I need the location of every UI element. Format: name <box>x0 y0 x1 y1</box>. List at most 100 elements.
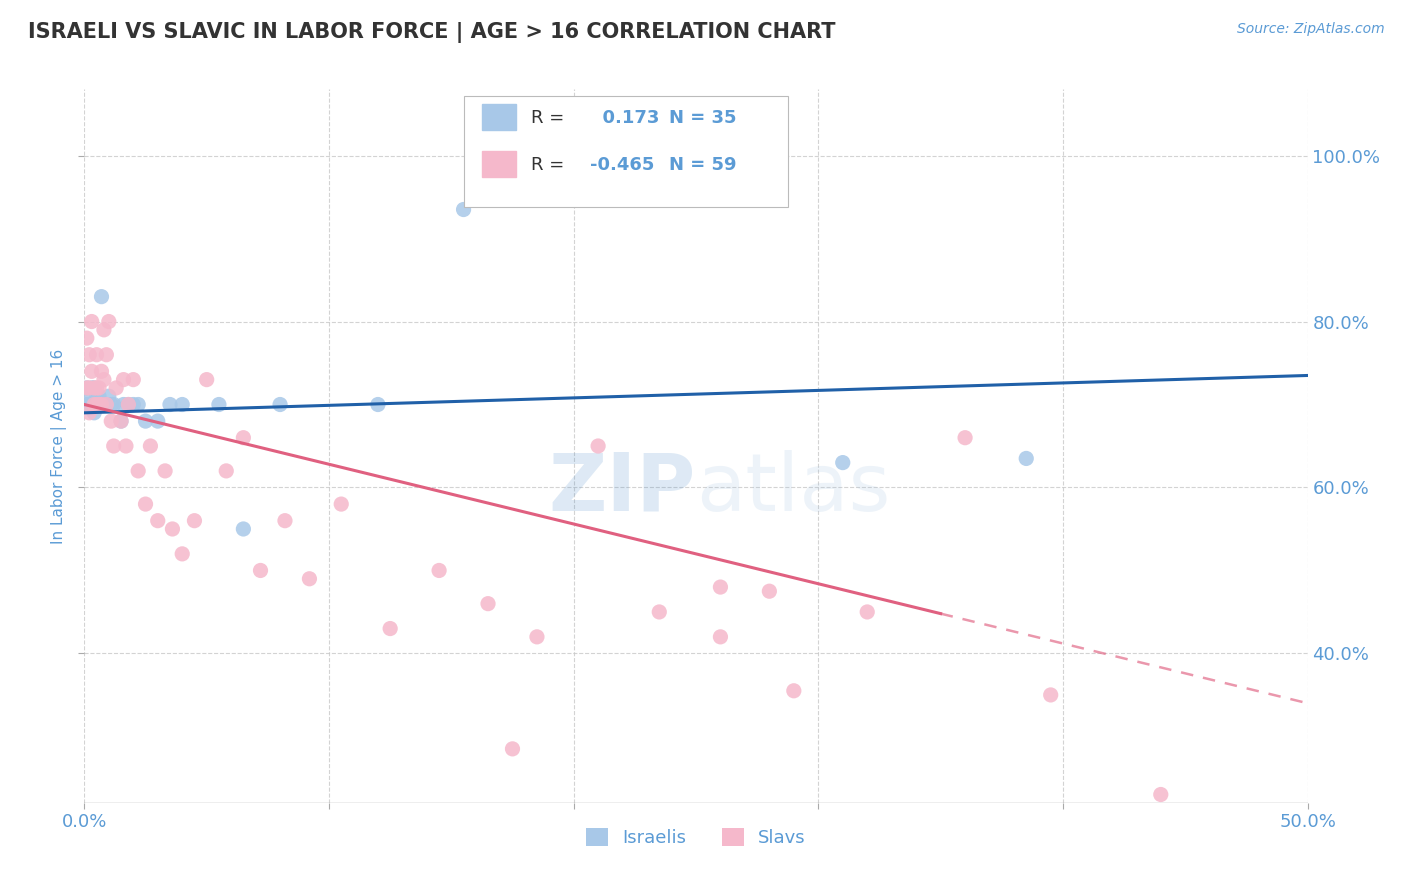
Point <box>112 397 135 411</box>
Point <box>172 397 194 411</box>
Text: N = 35: N = 35 <box>669 109 737 127</box>
Text: N = 59: N = 59 <box>669 156 737 174</box>
Point <box>77 381 100 395</box>
Point <box>127 397 149 411</box>
Point <box>856 605 879 619</box>
Point <box>953 431 976 445</box>
Point <box>1015 451 1038 466</box>
Point <box>709 630 731 644</box>
Point <box>86 389 108 403</box>
Point <box>80 314 103 328</box>
Point <box>80 397 103 411</box>
FancyBboxPatch shape <box>464 96 787 207</box>
Point <box>77 348 100 362</box>
Text: 0.173: 0.173 <box>589 109 659 127</box>
Point <box>127 464 149 478</box>
Point <box>159 397 181 411</box>
Point <box>100 414 122 428</box>
Point <box>93 373 115 387</box>
Point <box>76 331 98 345</box>
Point <box>93 397 115 411</box>
Point <box>380 622 402 636</box>
Legend: Israelis, Slavs: Israelis, Slavs <box>579 821 813 855</box>
Point <box>269 397 291 411</box>
Point <box>146 514 169 528</box>
Point <box>195 373 218 387</box>
Point <box>90 364 112 378</box>
Point <box>783 683 806 698</box>
Point <box>103 397 125 411</box>
Point <box>183 514 205 528</box>
Point <box>117 397 139 411</box>
Point <box>367 397 389 411</box>
Point <box>477 597 499 611</box>
Point <box>76 381 98 395</box>
Point <box>502 742 524 756</box>
Point <box>76 397 98 411</box>
Point <box>1039 688 1062 702</box>
Point <box>87 381 110 395</box>
Point <box>831 456 853 470</box>
Point <box>427 564 450 578</box>
Point <box>298 572 321 586</box>
Point <box>86 397 108 411</box>
Point <box>586 439 609 453</box>
Point <box>103 439 125 453</box>
Point <box>115 439 138 453</box>
Point <box>232 522 254 536</box>
Point <box>758 584 780 599</box>
Point <box>90 397 112 411</box>
Point <box>110 414 132 428</box>
Point <box>93 323 115 337</box>
Point <box>76 381 98 395</box>
Text: atlas: atlas <box>696 450 890 528</box>
Point <box>709 580 731 594</box>
Point <box>83 397 105 411</box>
Point <box>90 397 112 411</box>
Point <box>83 397 105 411</box>
Point <box>122 397 145 411</box>
Text: Source: ZipAtlas.com: Source: ZipAtlas.com <box>1237 22 1385 37</box>
Point <box>232 431 254 445</box>
Point <box>96 397 118 411</box>
Point <box>249 564 271 578</box>
Point <box>83 381 105 395</box>
Point <box>1150 788 1173 802</box>
Point <box>97 389 120 403</box>
Point <box>87 397 110 411</box>
Point <box>526 630 548 644</box>
Point <box>105 381 128 395</box>
Point <box>77 389 100 403</box>
Point <box>453 202 475 217</box>
Point <box>215 464 238 478</box>
Point <box>77 406 100 420</box>
Point <box>122 373 145 387</box>
Point <box>135 414 157 428</box>
Point <box>162 522 184 536</box>
Point <box>87 389 110 403</box>
Point <box>139 439 162 453</box>
Point <box>90 290 112 304</box>
Point <box>86 348 108 362</box>
Point <box>208 397 231 411</box>
Point <box>86 381 108 395</box>
Text: R =: R = <box>531 156 564 174</box>
Text: -0.465: -0.465 <box>589 156 654 174</box>
Text: ZIP: ZIP <box>548 450 696 528</box>
Bar <box>482 151 516 177</box>
Point <box>80 364 103 378</box>
Point <box>83 406 105 420</box>
Point <box>135 497 157 511</box>
Y-axis label: In Labor Force | Age > 16: In Labor Force | Age > 16 <box>51 349 67 543</box>
Point <box>96 348 118 362</box>
Point <box>86 397 108 411</box>
Point <box>97 314 120 328</box>
Point <box>117 397 139 411</box>
Point <box>100 397 122 411</box>
Point <box>112 373 135 387</box>
Point <box>146 414 169 428</box>
Point <box>96 397 118 411</box>
Point <box>330 497 353 511</box>
Point <box>172 547 194 561</box>
Bar <box>482 103 516 130</box>
